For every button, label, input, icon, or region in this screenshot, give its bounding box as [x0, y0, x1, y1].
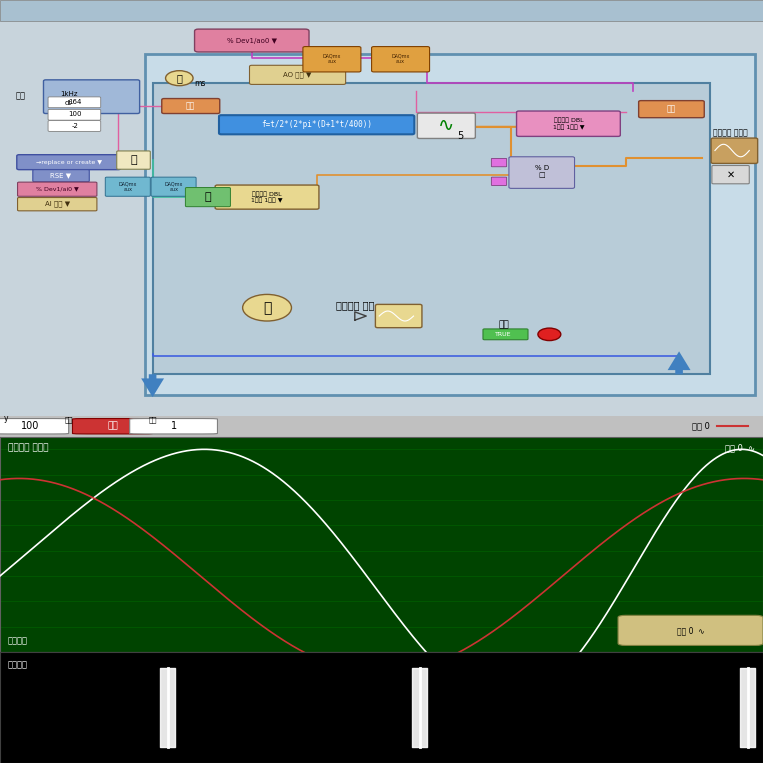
Text: DAQmx
aux: DAQmx aux	[165, 182, 183, 192]
FancyBboxPatch shape	[117, 151, 150, 169]
Text: % D
□: % D □	[535, 165, 549, 178]
Text: 추가: 추가	[148, 417, 157, 423]
Text: 164: 164	[68, 99, 82, 105]
FancyBboxPatch shape	[711, 138, 758, 163]
Text: 5: 5	[457, 131, 463, 141]
Text: 주기: 주기	[15, 91, 25, 100]
Text: 📄: 📄	[130, 155, 137, 165]
FancyBboxPatch shape	[48, 109, 101, 121]
FancyBboxPatch shape	[33, 169, 89, 182]
FancyBboxPatch shape	[48, 97, 101, 108]
Text: AI 전압 ▼: AI 전압 ▼	[45, 201, 69, 208]
Text: 정지: 정지	[498, 320, 509, 329]
Text: 플롯 0: 플롯 0	[692, 421, 710, 430]
FancyBboxPatch shape	[17, 155, 121, 169]
Text: ⏰: ⏰	[176, 73, 182, 83]
FancyBboxPatch shape	[72, 419, 153, 434]
FancyBboxPatch shape	[483, 329, 528, 340]
FancyBboxPatch shape	[517, 111, 620, 137]
Text: f=t/2*(2*pi*(D+1*t/400)): f=t/2*(2*pi*(D+1*t/400))	[261, 121, 372, 129]
Text: 에러: 에러	[186, 101, 195, 111]
Text: dt: dt	[65, 100, 72, 106]
Text: ms: ms	[195, 79, 206, 88]
Text: 아날로그 DBL
1채널 1샘플 ▼: 아날로그 DBL 1채널 1샘플 ▼	[552, 118, 584, 130]
FancyBboxPatch shape	[18, 198, 97, 211]
Text: DAQmx
aux: DAQmx aux	[119, 182, 137, 192]
Text: 100: 100	[21, 421, 40, 431]
Text: -2: -2	[71, 123, 79, 129]
Text: ∿: ∿	[438, 117, 455, 136]
Circle shape	[243, 295, 291, 321]
Text: DAQmx
aux: DAQmx aux	[391, 53, 410, 64]
Text: 플롯 0  ∿: 플롯 0 ∿	[726, 443, 755, 452]
FancyBboxPatch shape	[618, 615, 763, 645]
Text: 웨이브폼 차트: 웨이브폼 차트	[336, 301, 374, 311]
FancyBboxPatch shape	[639, 101, 704, 118]
Text: 아날로그 DBL
1채널 1샘플 ▼: 아날로그 DBL 1채널 1샘플 ▼	[251, 191, 283, 203]
Text: 에러: 에러	[667, 105, 676, 114]
Text: 웨이브폼: 웨이브폼	[8, 636, 27, 645]
FancyBboxPatch shape	[215, 185, 319, 209]
FancyBboxPatch shape	[712, 166, 749, 184]
Text: DAQmx
aux: DAQmx aux	[323, 53, 341, 64]
Circle shape	[166, 71, 193, 85]
Text: 1kHz: 1kHz	[60, 91, 77, 97]
Text: 정시: 정시	[64, 417, 73, 423]
FancyArrow shape	[668, 352, 691, 375]
Bar	[145, 54, 755, 395]
FancyBboxPatch shape	[375, 304, 422, 327]
Text: ✕: ✕	[727, 169, 735, 179]
FancyBboxPatch shape	[219, 115, 414, 134]
Text: % Dev1/ai0 ▼: % Dev1/ai0 ▼	[36, 187, 79, 192]
FancyBboxPatch shape	[105, 177, 150, 196]
Text: →replace or create ▼: →replace or create ▼	[36, 159, 101, 165]
FancyBboxPatch shape	[195, 29, 309, 52]
Text: 웨이브폼: 웨이브폼	[8, 661, 27, 670]
Text: % Dev1/ao0 ▼: % Dev1/ao0 ▼	[227, 37, 277, 43]
FancyBboxPatch shape	[48, 121, 101, 131]
Text: 🎯: 🎯	[204, 192, 211, 202]
Text: y: y	[4, 414, 8, 423]
FancyArrow shape	[141, 375, 164, 397]
FancyBboxPatch shape	[185, 188, 230, 207]
FancyBboxPatch shape	[151, 177, 196, 196]
Text: 정지: 정지	[108, 421, 118, 430]
Text: 플롯 0  ∿: 플롯 0 ∿	[677, 626, 704, 635]
FancyBboxPatch shape	[0, 419, 69, 434]
Text: ⏱: ⏱	[263, 301, 271, 314]
FancyBboxPatch shape	[250, 66, 346, 85]
Bar	[0, 0, 763, 21]
FancyBboxPatch shape	[130, 419, 217, 434]
Text: TRUE: TRUE	[495, 332, 512, 336]
Text: 웨이브폼 그래프: 웨이브폼 그래프	[8, 443, 48, 452]
FancyBboxPatch shape	[18, 182, 97, 196]
Bar	[153, 83, 710, 375]
Text: 1: 1	[171, 421, 177, 431]
FancyBboxPatch shape	[162, 98, 220, 114]
Text: 100: 100	[68, 111, 82, 118]
FancyBboxPatch shape	[491, 177, 507, 185]
FancyBboxPatch shape	[509, 156, 575, 188]
FancyBboxPatch shape	[491, 159, 507, 167]
FancyBboxPatch shape	[417, 113, 475, 138]
FancyBboxPatch shape	[372, 47, 430, 72]
Text: RSE ▼: RSE ▼	[50, 172, 72, 179]
Text: AO 전압 ▼: AO 전압 ▼	[283, 72, 312, 78]
FancyBboxPatch shape	[43, 80, 140, 114]
Circle shape	[538, 328, 561, 340]
Text: 웨이브폼 그래프: 웨이브폼 그래프	[713, 129, 749, 137]
FancyBboxPatch shape	[303, 47, 361, 72]
